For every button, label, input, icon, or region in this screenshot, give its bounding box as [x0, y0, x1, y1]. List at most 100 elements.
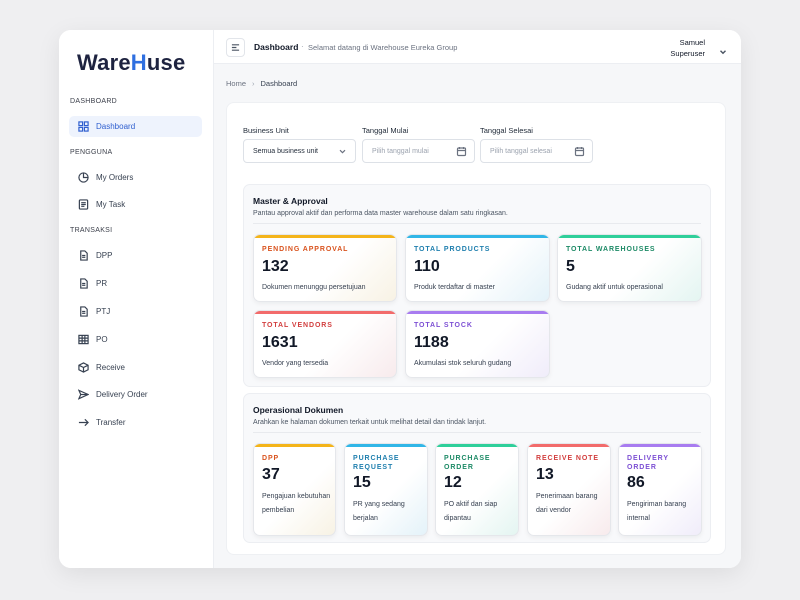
- chevron-right-icon: ›: [252, 79, 255, 88]
- card-value: 86: [627, 474, 645, 491]
- card-label: PURCHASE ORDER: [444, 455, 491, 471]
- sidebar-item-label: Receive: [96, 363, 125, 372]
- logo[interactable]: WareHuse: [77, 50, 186, 75]
- sidebar-item-label: My Orders: [96, 173, 134, 182]
- sidebar-item-label: PO: [96, 335, 108, 344]
- doc-card-purchase-order[interactable]: PURCHASE ORDER 12 PO aktif dan siap dipa…: [435, 443, 519, 536]
- sidebar-item-dpp[interactable]: DPP: [69, 245, 202, 266]
- section-label-transaksi: TRANSAKSI: [70, 227, 113, 234]
- doc-card-dpp[interactable]: DPP 37 Pengajuan kebutuhan pembelian: [253, 443, 336, 536]
- card-accent: [619, 444, 701, 447]
- document-icon: [77, 306, 89, 318]
- divider: [253, 223, 701, 224]
- section-label-pengguna: PENGGUNA: [70, 149, 113, 156]
- start-date-input[interactable]: Pilih tanggal mulai: [362, 139, 475, 163]
- start-date-label: Tanggal Mulai: [362, 126, 409, 135]
- card-value: 15: [353, 474, 371, 491]
- card-accent: [558, 235, 701, 238]
- card-value: 37: [262, 466, 280, 483]
- chevron-down-icon[interactable]: [719, 43, 727, 55]
- document-icon: [77, 250, 89, 262]
- card-label: RECEIVE NOTE: [536, 455, 599, 462]
- sidebar-item-receive[interactable]: Receive: [69, 357, 202, 378]
- doc-card-purchase-request[interactable]: PURCHASE REQUEST 15 PR yang sedang berja…: [344, 443, 428, 536]
- start-date-placeholder: Pilih tanggal mulai: [372, 147, 429, 155]
- breadcrumb-current: Dashboard: [260, 79, 298, 88]
- business-unit-label: Business Unit: [243, 126, 289, 135]
- card-accent: [406, 235, 549, 238]
- user-role: Superuser: [670, 49, 705, 58]
- card-description: Vendor yang tersedia: [262, 360, 329, 367]
- card-accent: [436, 444, 518, 447]
- card-description: Pengiriman barang internal: [627, 501, 687, 522]
- card-accent: [254, 444, 335, 447]
- stat-card-total-products[interactable]: TOTAL PRODUCTS 110 Produk terdaftar di m…: [405, 234, 550, 302]
- card-value: 110: [414, 258, 440, 275]
- box-icon: [77, 362, 89, 374]
- stat-card-pending-approval[interactable]: PENDING APPROVAL 132 Dokumen menunggu pe…: [253, 234, 397, 302]
- operasional-dokumen-section: Operasional Dokumen Arahkan ke halaman d…: [243, 393, 711, 543]
- page-title: Dashboard: [254, 42, 299, 52]
- sidebar-item-ptj[interactable]: PTJ: [69, 301, 202, 322]
- sidebar-item-transfer[interactable]: Transfer: [69, 412, 202, 433]
- app-window: WareHuse DASHBOARD Dashboard PENGGUNA My…: [59, 30, 741, 568]
- calendar-icon: [574, 146, 585, 157]
- card-description: Produk terdaftar di master: [414, 284, 495, 291]
- sidebar-item-dashboard[interactable]: Dashboard: [69, 116, 202, 137]
- card-label: DPP: [262, 455, 280, 462]
- topbar: Dashboard · Selamat datang di Warehouse …: [214, 30, 741, 64]
- user-menu[interactable]: Samuel Superuser: [670, 37, 705, 59]
- business-unit-select[interactable]: Semua business unit: [243, 139, 356, 163]
- card-value: 12: [444, 474, 462, 491]
- master-approval-section: Master & Approval Pantau approval aktif …: [243, 184, 711, 387]
- sidebar-item-label: PR: [96, 279, 108, 288]
- card-value: 13: [536, 466, 554, 483]
- card-label: TOTAL WAREHOUSES: [566, 246, 656, 253]
- arrow-right-icon: [77, 417, 89, 429]
- card-value: 1188: [414, 334, 449, 351]
- sidebar-item-label: Dashboard: [96, 122, 136, 131]
- sidebar-item-label: My Task: [96, 200, 126, 209]
- sidebar-item-my-orders[interactable]: My Orders: [69, 167, 202, 188]
- sidebar-item-delivery-order[interactable]: Delivery Order: [69, 384, 202, 405]
- divider: [253, 432, 701, 433]
- end-date-input[interactable]: Pilih tanggal selesai: [480, 139, 593, 163]
- section-title: Master & Approval: [253, 196, 328, 206]
- stat-card-total-stock[interactable]: TOTAL STOCK 1188 Akumulasi stok seluruh …: [405, 310, 550, 378]
- card-description: Pengajuan kebutuhan pembelian: [262, 493, 331, 514]
- sidebar-item-label: PTJ: [96, 307, 111, 316]
- breadcrumb: Home › Dashboard: [226, 79, 297, 88]
- section-label-dashboard: DASHBOARD: [70, 98, 118, 105]
- breadcrumb-home[interactable]: Home: [226, 79, 247, 88]
- card-label: PURCHASE REQUEST: [353, 455, 400, 471]
- card-label: TOTAL VENDORS: [262, 322, 333, 329]
- grid-icon: [77, 121, 89, 133]
- card-description: Dokumen menunggu persetujuan: [262, 284, 366, 291]
- sidebar-item-label: DPP: [96, 251, 113, 260]
- welcome-text: Selamat datang di Warehouse Eureka Group: [308, 43, 458, 52]
- sidebar-item-my-task[interactable]: My Task: [69, 194, 202, 215]
- section-subtitle: Arahkan ke halaman dokumen terkait untuk…: [253, 419, 487, 426]
- pie-chart-icon: [77, 172, 89, 184]
- section-title: Operasional Dokumen: [253, 405, 344, 415]
- chevron-down-icon: [337, 146, 348, 157]
- end-date-label: Tanggal Selesai: [480, 126, 533, 135]
- card-value: 1631: [262, 334, 298, 351]
- send-icon: [77, 389, 89, 401]
- sidebar-item-po[interactable]: PO: [69, 329, 202, 350]
- stat-card-total-warehouses[interactable]: TOTAL WAREHOUSES 5 Gudang aktif untuk op…: [557, 234, 702, 302]
- section-subtitle: Pantau approval aktif dan performa data …: [253, 210, 508, 217]
- card-accent: [406, 311, 549, 314]
- stat-card-total-vendors[interactable]: TOTAL VENDORS 1631 Vendor yang tersedia: [253, 310, 397, 378]
- card-value: 5: [566, 258, 575, 275]
- sidebar-item-pr[interactable]: PR: [69, 273, 202, 294]
- card-description: PO aktif dan siap dipantau: [444, 501, 498, 522]
- card-accent: [254, 311, 396, 314]
- main-content: Dashboard · Selamat datang di Warehouse …: [214, 30, 741, 568]
- card-accent: [345, 444, 427, 447]
- user-name: Samuel: [679, 38, 705, 47]
- doc-card-receive-note[interactable]: RECEIVE NOTE 13 Penerimaan barang dari v…: [527, 443, 611, 536]
- card-accent: [254, 235, 396, 238]
- menu-toggle-button[interactable]: [226, 38, 245, 57]
- doc-card-delivery-order[interactable]: DELIVERY ORDER 86 Pengiriman barang inte…: [618, 443, 702, 536]
